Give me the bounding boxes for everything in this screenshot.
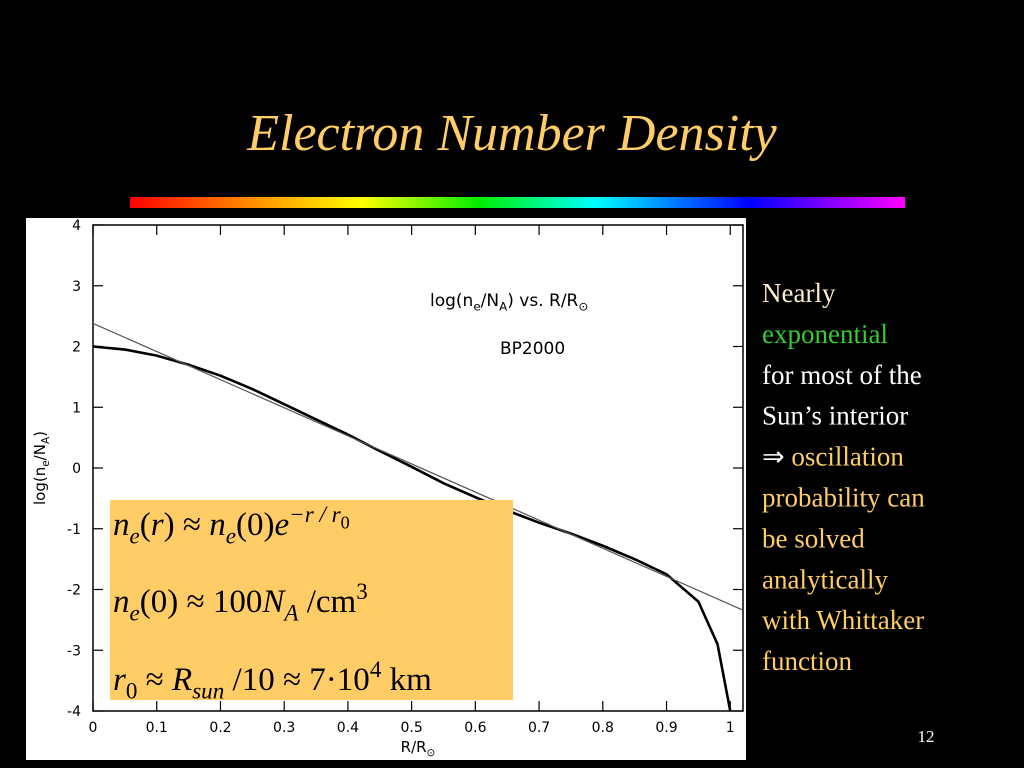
y-tick-label: 3 [72, 279, 81, 295]
y-tick-label: -1 [67, 522, 81, 538]
sidebar-line: be solved [762, 523, 865, 553]
rainbow-bar [130, 197, 905, 208]
line-series [92, 345, 732, 712]
y-tick-label: 1 [72, 400, 81, 416]
formula-part: 0 [126, 677, 138, 703]
sidebar-line: exponential [762, 319, 888, 349]
annotation-part: A [499, 299, 508, 313]
formula: ne(r) ≈ ne(0)e−r / r0 [113, 501, 350, 548]
annotation-part: /N [481, 291, 499, 311]
sidebar-line: Sun’s interior [762, 401, 908, 431]
y-axis-label-part: A [40, 436, 52, 444]
sidebar-line-part: exponential [762, 319, 888, 349]
slide-title: Electron Number Density [246, 105, 777, 162]
y-axis-label: log(ne/NA) [31, 431, 52, 505]
sidebar: Nearly exponential for most of the Sun’s in… [762, 278, 925, 676]
sidebar-line: Nearly [762, 278, 836, 308]
formula-part: n [209, 507, 226, 543]
formula-part: e [130, 522, 140, 548]
sidebar-line: with Whittaker [762, 605, 924, 635]
x-axis-label: R/R⊙ [401, 738, 436, 759]
sidebar-line-part: Sun’s interior [762, 401, 908, 431]
formula-part: e [226, 522, 236, 548]
x-tick-label: 0.6 [464, 720, 486, 736]
y-axis-label-part: e [40, 460, 52, 466]
formula-part: ≈ [137, 662, 172, 698]
formula-part: 4 [370, 656, 382, 682]
sidebar-line-part: oscillation [791, 442, 904, 472]
x-tick-label: 0.3 [273, 720, 295, 736]
formula-part: 3 [356, 578, 368, 604]
formula: ne(0) ≈ 100NA /cm3 [113, 578, 368, 625]
y-axis-label-part: ) [31, 431, 49, 437]
sidebar-line-part: be solved [762, 523, 865, 553]
annotation-part: e [473, 299, 480, 313]
x-tick-label: 0.2 [209, 720, 231, 736]
formula-part: e [274, 507, 289, 543]
sidebar-line-part: analytically [762, 564, 888, 594]
annotation: log(ne/NA) vs. R/R⊙ [430, 291, 588, 313]
annotation: BP2000 [500, 339, 565, 359]
page-number: 12 [918, 727, 935, 746]
formula-part: A [282, 599, 299, 625]
sidebar-line-part: probability can [762, 483, 925, 513]
annotation-part: BP2000 [500, 339, 565, 359]
formula-part: (0) ≈ 100 [140, 584, 263, 620]
x-tick-label: 0 [89, 720, 98, 736]
sidebar-line-part: for most of the [762, 360, 922, 390]
x-tick-label: 0.9 [655, 720, 677, 736]
formula-part: −r / r [289, 501, 342, 527]
line-series [92, 322, 744, 611]
x-tick-label: 0.1 [146, 720, 168, 736]
formula-part: (0) [236, 507, 274, 543]
sidebar-line-part: function [762, 646, 852, 676]
formula-part: ) ≈ [164, 507, 210, 543]
formula-part: /10 ≈ 7·10 [224, 662, 370, 698]
formula-part: n [113, 584, 130, 620]
formula-box [110, 500, 513, 700]
x-tick-label: 0.8 [592, 720, 614, 736]
formula-part: 0 [341, 512, 350, 532]
sidebar-line-part: ⇒ [762, 442, 791, 472]
formula-part: km [381, 662, 432, 698]
sidebar-line: probability can [762, 483, 925, 513]
x-tick-label: 0.7 [528, 720, 550, 736]
sidebar-line: analytically [762, 564, 888, 594]
formula-part: R [171, 662, 192, 698]
y-tick-label: 0 [72, 461, 81, 477]
formula-part: sun [192, 677, 224, 703]
formula-part: ( [140, 507, 151, 543]
y-axis-label-part: log(n [31, 467, 49, 505]
x-tick-label: 0.5 [400, 720, 422, 736]
y-tick-label: 4 [72, 218, 81, 234]
y-tick-label: -3 [67, 643, 81, 659]
chart: 0 0.1 0.2 0.3 0.4 0.5 0.6 0.7 0.8 0.9 1 -4 -3 -2 -1 0 1 2… [31, 218, 744, 759]
formula: r0 ≈ Rsun /10 ≈ 7·104 km [113, 656, 432, 703]
annotation-part: log(n [430, 291, 473, 311]
y-tick-label: 2 [72, 340, 81, 356]
formula-part: r [151, 507, 164, 543]
sidebar-line: for most of the [762, 360, 922, 390]
formula-part: N [261, 584, 286, 620]
annotation-part: ⊙ [578, 299, 588, 313]
x-axis-label-part: R/R [401, 738, 427, 756]
formula-part: /cm [298, 584, 356, 620]
sidebar-line-part: with Whittaker [762, 605, 924, 635]
annotation-part: ) vs. R/R [507, 291, 578, 311]
x-tick-label: 1 [726, 720, 735, 736]
x-tick-label: 0.4 [337, 720, 359, 736]
sidebar-line: function [762, 646, 852, 676]
sidebar-line-part: Nearly [762, 278, 836, 308]
formula-part: r [113, 662, 126, 698]
formula-part: e [130, 599, 140, 625]
x-axis-label-part: ⊙ [427, 747, 436, 759]
y-axis-label-part: /N [31, 444, 49, 460]
sidebar-line: ⇒ oscillation [762, 442, 904, 472]
y-tick-label: -4 [67, 704, 81, 720]
y-tick-label: -2 [67, 583, 81, 599]
formula-part: n [113, 507, 130, 543]
